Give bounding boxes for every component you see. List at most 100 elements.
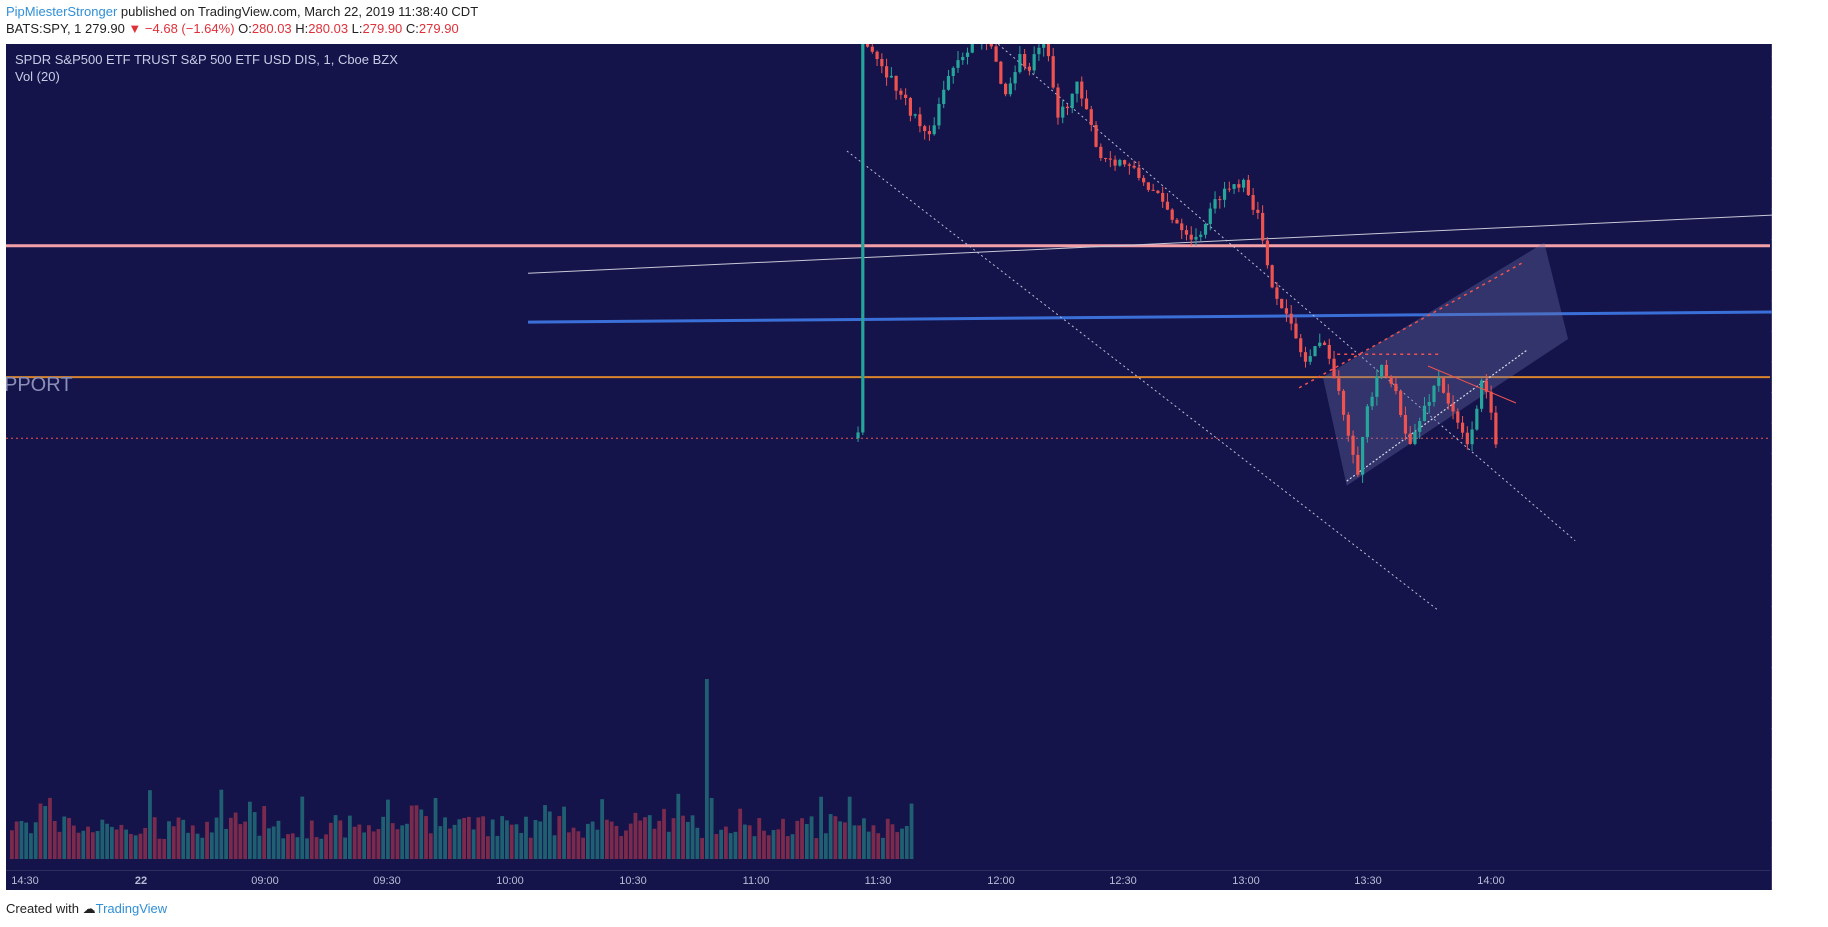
volume-bar	[57, 831, 62, 859]
published-text: published on TradingView.com, March 22, …	[120, 4, 479, 19]
volume-bar	[652, 828, 657, 859]
price-chart[interactable]: 282.40282.20282.00281.80281.60281.40281.…	[6, 44, 1772, 890]
chart-area[interactable]: 282.40282.20282.00281.80281.60281.40281.…	[6, 44, 1772, 890]
volume-bar	[143, 828, 148, 859]
volume-bar	[19, 820, 24, 859]
candle-body	[1118, 160, 1122, 166]
volume-bar	[566, 832, 571, 859]
volume-bar	[704, 679, 709, 859]
candle-body	[970, 44, 974, 53]
volume-bar	[466, 816, 471, 859]
volume-bar	[338, 820, 343, 859]
volume-bar	[524, 816, 528, 859]
volume-bar	[162, 838, 167, 859]
volume-bar	[909, 803, 914, 859]
candle-body	[1032, 54, 1036, 71]
volume-bar	[719, 829, 724, 859]
candle-body	[1399, 391, 1403, 416]
volume-bar	[471, 829, 476, 859]
volume-bar	[186, 832, 190, 859]
candle-body	[1418, 421, 1422, 432]
volume-bar	[271, 826, 276, 859]
candle-body	[1275, 287, 1279, 299]
author-link[interactable]: PipMiesterStronger	[6, 4, 118, 19]
volume-bar	[624, 830, 628, 859]
candle-body	[1456, 411, 1460, 423]
candle-body	[1232, 184, 1236, 189]
candle-body	[1441, 377, 1446, 393]
volume-bar	[357, 824, 362, 859]
candle-body	[1227, 188, 1231, 190]
low-label: L:	[351, 21, 363, 36]
volume-bar	[595, 829, 600, 859]
volume-bar	[785, 836, 790, 859]
candle-body	[927, 131, 932, 135]
candle-body	[1265, 240, 1269, 266]
close-label: C:	[405, 21, 419, 36]
volume-bar	[190, 825, 195, 859]
volume-bar	[605, 819, 609, 859]
volume-bar	[48, 797, 52, 859]
wedge-support-line[interactable]	[1346, 349, 1528, 482]
candle-body	[1094, 124, 1098, 147]
volume-bar	[738, 808, 743, 859]
volume-bar	[871, 825, 876, 859]
candle-body	[1389, 377, 1393, 384]
volume-bar	[671, 818, 676, 859]
candle-body	[1103, 157, 1108, 159]
blue-trend-line[interactable]	[527, 310, 1772, 324]
candle-body	[1213, 199, 1217, 209]
candle-body	[1361, 437, 1365, 475]
wedge-resistance-line[interactable]	[1298, 261, 1524, 389]
candle-body	[1327, 344, 1331, 359]
volume-bar	[333, 815, 338, 859]
volume-bar	[409, 805, 414, 859]
volume-bar	[809, 816, 814, 859]
candle-body	[1308, 356, 1312, 362]
projection-arrow-line[interactable]	[1427, 365, 1517, 404]
candle-body	[1384, 364, 1388, 378]
x-tick-label: 13:30	[1354, 875, 1382, 887]
change-value: ▼ −4.68 (−1.64%)	[128, 21, 235, 36]
candle-body	[1108, 158, 1112, 160]
volume-bar	[662, 808, 666, 859]
close-value: 279.90	[418, 21, 459, 36]
candle-body	[1142, 177, 1146, 183]
candle-body	[894, 75, 898, 91]
volume-bar	[395, 829, 400, 859]
volume-bar	[585, 823, 590, 859]
volume-bar	[424, 816, 428, 859]
volume-bar	[619, 836, 624, 859]
volume-bar	[167, 821, 171, 859]
volume-bar	[228, 817, 233, 859]
volume-bar	[762, 830, 766, 859]
volume-bar	[219, 789, 224, 859]
volume-bar	[714, 834, 719, 859]
volume-bar	[38, 803, 43, 859]
volume-bar	[495, 835, 500, 859]
candle-body	[951, 67, 955, 76]
volume-bar	[505, 820, 509, 859]
volume-bar	[433, 797, 438, 859]
candle-body	[1018, 54, 1022, 73]
volume-bar	[152, 817, 157, 859]
candle-body	[1180, 223, 1184, 231]
candle-body	[1013, 72, 1017, 84]
candle-body	[904, 94, 908, 98]
volume-bar	[890, 824, 895, 859]
volume-bar	[771, 829, 776, 859]
x-tick-label: 10:00	[496, 875, 524, 887]
candle-body	[1289, 313, 1293, 324]
candle-body	[1156, 190, 1160, 193]
tradingview-link[interactable]: TradingView	[95, 901, 168, 916]
thin-trend-line[interactable]	[527, 212, 1772, 274]
volume-bar	[24, 822, 29, 859]
x-tick-label: 13:00	[1232, 875, 1260, 887]
volume-bar	[119, 824, 124, 859]
candle-body	[1432, 385, 1436, 403]
candle-body	[1165, 201, 1170, 210]
x-tick-label: 22	[135, 875, 147, 887]
candle-body	[1284, 308, 1289, 314]
wedge-zone[interactable]	[1322, 242, 1569, 486]
volume-bar	[14, 821, 19, 859]
